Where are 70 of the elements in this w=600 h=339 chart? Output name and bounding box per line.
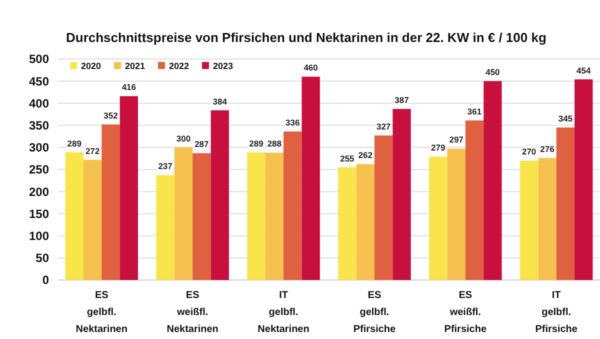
data-label: 384 xyxy=(212,96,228,106)
bar xyxy=(574,79,593,280)
x-tick-label: ES gelbfl. Nektarinen xyxy=(76,290,128,335)
x-tick-label: ES weißfl. Nektarinen xyxy=(166,290,218,335)
bar xyxy=(120,96,138,280)
x-tick-label: ES weißfl. Pfirsiche xyxy=(444,290,487,335)
legend-label: 2023 xyxy=(213,61,234,72)
x-tick-label: ES gelbfl. Pfirsiche xyxy=(353,290,396,335)
bar xyxy=(65,152,84,280)
bar xyxy=(520,160,538,280)
data-label: 352 xyxy=(104,110,118,120)
data-label: 287 xyxy=(194,139,210,150)
y-tick-label: 450 xyxy=(28,74,50,88)
bar xyxy=(484,81,502,280)
data-label: 262 xyxy=(358,150,373,160)
x-tick-label: IT gelbfl. Pfirsiche xyxy=(535,290,578,335)
bar xyxy=(284,131,302,280)
y-tick-label: 50 xyxy=(36,251,50,266)
y-tick-label: 400 xyxy=(28,96,50,110)
bar xyxy=(338,167,356,280)
data-label: 460 xyxy=(304,62,318,73)
bar xyxy=(374,135,393,280)
data-label: 327 xyxy=(376,121,391,132)
legend-label: 2021 xyxy=(125,61,146,72)
data-label: 387 xyxy=(394,94,410,105)
y-tick-label: 300 xyxy=(28,140,50,155)
y-tick-label: 350 xyxy=(28,118,50,132)
y-tick-label: 250 xyxy=(28,162,50,177)
bar xyxy=(210,110,229,280)
data-label: 289 xyxy=(249,138,264,148)
bar xyxy=(265,152,284,280)
data-label: 289 xyxy=(67,138,82,148)
data-label: 345 xyxy=(558,114,573,124)
bar xyxy=(465,120,484,280)
data-label: 336 xyxy=(286,117,300,128)
data-label: 454 xyxy=(576,65,591,76)
bar xyxy=(392,108,411,280)
data-label: 276 xyxy=(540,144,555,154)
bar xyxy=(302,76,320,280)
data-label: 450 xyxy=(486,67,500,78)
bar xyxy=(156,175,174,280)
bar xyxy=(174,147,193,280)
data-label: 361 xyxy=(467,106,482,116)
data-label: 272 xyxy=(85,146,100,156)
y-tick-label: 0 xyxy=(42,273,50,288)
y-tick-label: 500 xyxy=(28,52,50,66)
data-label: 288 xyxy=(267,138,282,149)
y-tick-label: 150 xyxy=(28,206,50,221)
bar xyxy=(102,124,120,280)
data-label: 416 xyxy=(122,82,136,92)
data-label: 270 xyxy=(522,146,536,157)
bar xyxy=(192,153,211,280)
data-label: 255 xyxy=(340,153,355,164)
bar xyxy=(538,158,556,280)
bar xyxy=(356,164,374,280)
data-label: 237 xyxy=(158,161,173,172)
data-label: 279 xyxy=(431,142,446,153)
y-tick-label: 200 xyxy=(28,184,50,199)
chart-title: Durchschnittspreise von Pfirsichen und Nektarinen in der 22. KW in € / 100 kg xyxy=(66,30,546,45)
bar xyxy=(429,156,448,280)
bar xyxy=(247,152,266,280)
bar xyxy=(556,128,575,280)
legend-label: 2022 xyxy=(169,61,190,72)
bar xyxy=(83,160,102,280)
y-tick-label: 100 xyxy=(28,229,50,243)
data-label: 297 xyxy=(449,134,464,145)
legend-label: 2020 xyxy=(81,61,102,72)
bar xyxy=(447,148,466,280)
data-label: 300 xyxy=(176,133,191,144)
x-tick-label: IT gelbfl. Nektarinen xyxy=(258,290,310,335)
